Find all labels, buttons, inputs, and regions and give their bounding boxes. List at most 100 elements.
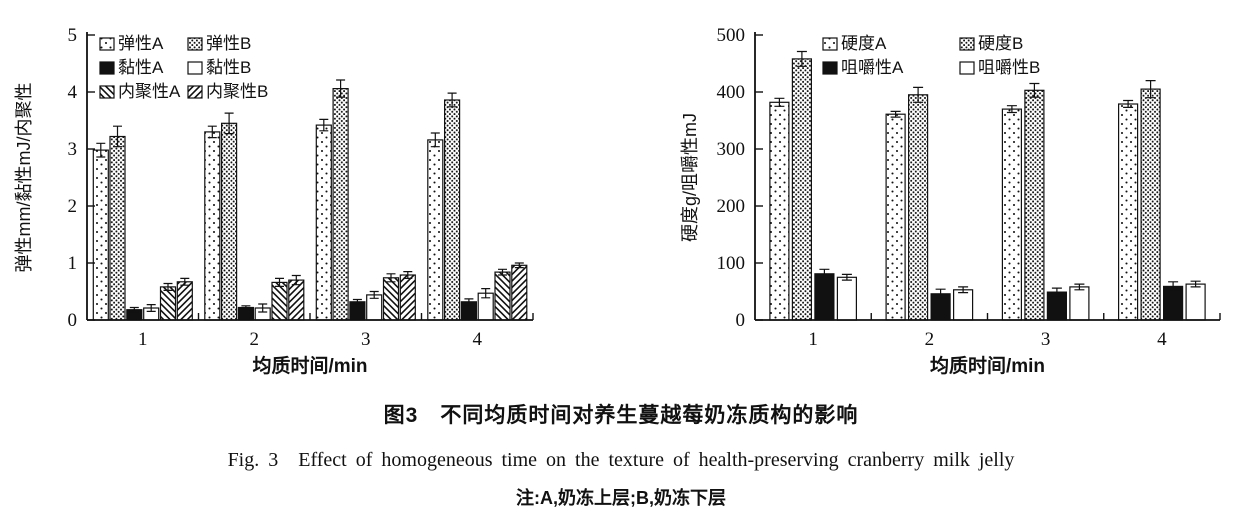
legend-swatch xyxy=(99,85,115,99)
caption-chinese: 图3 不同均质时间对养生蔓越莓奶冻质构的影响 xyxy=(383,404,859,427)
error-bars-layer xyxy=(96,79,524,313)
legend-swatch xyxy=(959,61,975,75)
bar-g2-s3 xyxy=(1069,286,1090,321)
legend-swatch xyxy=(187,37,203,51)
bar-g0-s1 xyxy=(109,135,126,321)
y-tick-label: 5 xyxy=(68,25,78,46)
legend-swatch xyxy=(99,61,115,75)
bar-g1-s4 xyxy=(271,281,288,321)
x-tick-label: 3 xyxy=(361,329,371,350)
bar-g0-s0 xyxy=(769,101,790,321)
bar-g2-s1 xyxy=(1024,89,1045,321)
legend-swatch xyxy=(822,37,838,51)
bars-layer xyxy=(769,58,1206,321)
legend-label: 内聚性A xyxy=(118,82,181,101)
error-bar-g0-s0 xyxy=(96,142,106,158)
error-bar-g2-s0 xyxy=(319,118,329,132)
legend-label: 黏性A xyxy=(118,58,164,77)
legend-item-s5: 内聚性B xyxy=(187,82,268,101)
y-axis-title: 弹性mm/黏性mJ/内聚性 xyxy=(14,83,34,273)
error-bar-g3-s0 xyxy=(1123,99,1134,108)
error-bar-g3-s1 xyxy=(1145,80,1156,99)
x-axis-title: 均质时间/min xyxy=(252,354,367,377)
error-bar-g0-s1 xyxy=(796,50,807,67)
y-tick-label: 4 xyxy=(68,82,78,103)
bar-g3-s4 xyxy=(494,271,511,321)
y-tick-label: 2 xyxy=(68,196,78,217)
bar-g1-s0 xyxy=(204,131,221,321)
y-tick-label: 100 xyxy=(717,253,746,274)
bar-g3-s0 xyxy=(427,139,444,321)
bar-g0-s1 xyxy=(791,58,812,321)
bar-g1-s1 xyxy=(908,94,929,321)
legend-label: 咀嚼性B xyxy=(978,58,1040,77)
error-bar-g1-s0 xyxy=(890,110,901,118)
legend-item-s1: 硬度B xyxy=(959,34,1023,53)
bar-g2-s1 xyxy=(332,87,349,321)
y-tick-label: 3 xyxy=(68,139,78,160)
error-bar-g2-s3 xyxy=(369,290,379,299)
error-bar-g1-s0 xyxy=(207,125,217,139)
error-bar-g1-s3 xyxy=(258,303,268,313)
error-bar-g1-s1 xyxy=(913,86,924,103)
legend-label: 硬度A xyxy=(841,34,887,53)
bars-layer xyxy=(92,87,528,321)
legend-item-s2: 黏性A xyxy=(99,58,164,77)
legend-item-s3: 咀嚼性B xyxy=(959,58,1040,77)
error-bar-g3-s1 xyxy=(447,92,457,108)
legend: 硬度A 硬度B 咀嚼性A 咀嚼性B xyxy=(822,34,1040,77)
bar-g0-s5 xyxy=(176,281,193,321)
bar-g1-s1 xyxy=(221,122,238,321)
error-bar-g3-s5 xyxy=(514,262,524,269)
caption-note: 注:A,奶冻上层;B,奶冻下层 xyxy=(516,488,726,508)
legend-label: 内聚性B xyxy=(206,82,268,101)
legend-label: 弹性A xyxy=(118,34,164,53)
y-tick-label: 400 xyxy=(717,82,746,103)
legend-label: 咀嚼性A xyxy=(841,58,904,77)
legend: 弹性A 弹性B 黏性A 黏性B 内聚性A 内聚性B xyxy=(99,34,268,101)
y-tick-label: 1 xyxy=(68,253,78,274)
x-tick-label: 1 xyxy=(808,329,818,350)
legend-swatch xyxy=(187,61,203,75)
bar-g3-s1 xyxy=(1140,88,1161,321)
legend-item-s4: 内聚性A xyxy=(99,82,181,101)
error-bar-g1-s3 xyxy=(958,286,969,294)
error-bar-g2-s5 xyxy=(403,271,413,279)
error-bar-g3-s4 xyxy=(498,268,507,276)
bar-g1-s3 xyxy=(953,289,974,321)
error-bar-g2-s0 xyxy=(1006,105,1017,114)
bar-g2-s0 xyxy=(315,124,332,321)
legend-swatch xyxy=(187,85,203,99)
bar-g1-s5 xyxy=(288,279,305,321)
bar-g0-s4 xyxy=(159,286,177,321)
x-tick-label: 3 xyxy=(1041,329,1051,350)
legend-swatch xyxy=(959,37,975,51)
error-bar-g3-s2 xyxy=(1168,281,1179,292)
error-bar-g0-s5 xyxy=(180,277,190,286)
error-bar-g0-s4 xyxy=(163,282,173,291)
error-bar-g0-s3 xyxy=(146,304,156,312)
legend-item-s3: 黏性B xyxy=(187,58,251,77)
error-bar-g1-s1 xyxy=(224,112,234,135)
legend-item-s1: 弹性B xyxy=(187,34,251,53)
y-axis-title: 硬度g/咀嚼性mJ xyxy=(680,113,700,242)
charts-row: 1 2 3 4 0 1 2 3 4 5 弹性mm/黏性mJ/内聚性 均质时间/min 弹性A 弹性B 黏性A… xyxy=(14,25,1221,377)
error-bar-g3-s3 xyxy=(481,288,491,299)
bar-g3-s1 xyxy=(444,99,461,321)
bar-g3-s5 xyxy=(511,264,528,321)
x-tick-label: 1 xyxy=(138,329,148,350)
error-bars-layer xyxy=(774,50,1201,299)
x-tick-label: 2 xyxy=(250,329,260,350)
error-bar-g0-s2 xyxy=(129,306,139,313)
bar-g2-s0 xyxy=(1001,108,1022,321)
bar-g1-s0 xyxy=(885,113,906,321)
legend-item-s0: 硬度A xyxy=(822,34,887,53)
legend-label: 黏性B xyxy=(206,58,251,77)
right-chart-hardness: 1 2 3 4 0 100 200 300 400 500 硬度g/咀嚼性mJ 均质时间/min 硬度A… xyxy=(680,25,1221,377)
error-bar-g2-s4 xyxy=(386,273,396,283)
x-tick-label: 4 xyxy=(473,329,483,350)
bar-g2-s5 xyxy=(399,274,416,321)
error-bar-g3-s2 xyxy=(464,298,474,306)
